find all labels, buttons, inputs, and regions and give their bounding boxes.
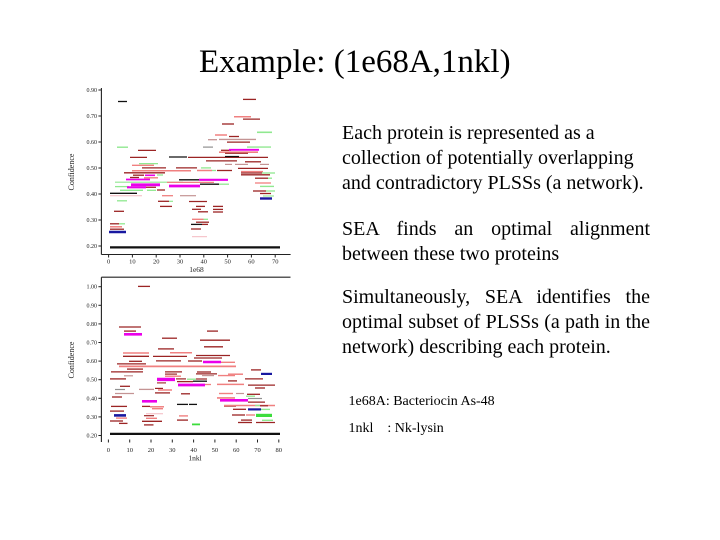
svg-text:0.50: 0.50 — [87, 166, 98, 172]
svg-text:50: 50 — [224, 259, 231, 266]
svg-text:0.30: 0.30 — [87, 218, 98, 224]
svg-text:60: 60 — [233, 447, 240, 454]
svg-text:0.20: 0.20 — [87, 244, 98, 250]
svg-text:40: 40 — [190, 447, 197, 454]
svg-text:20: 20 — [148, 447, 155, 454]
svg-text:10: 10 — [129, 259, 136, 266]
svg-text:0.80: 0.80 — [87, 322, 98, 328]
svg-text:0.70: 0.70 — [87, 114, 98, 120]
svg-text:0.60: 0.60 — [87, 359, 98, 365]
svg-text:10: 10 — [126, 447, 133, 454]
svg-text:0.90: 0.90 — [87, 303, 98, 309]
svg-text:50: 50 — [212, 447, 219, 454]
svg-text:0: 0 — [107, 259, 110, 266]
svg-text:60: 60 — [248, 259, 255, 266]
svg-text:0.70: 0.70 — [87, 341, 98, 347]
svg-text:Confidence: Confidence — [67, 341, 76, 378]
svg-text:0.30: 0.30 — [87, 415, 98, 421]
svg-text:70: 70 — [272, 259, 279, 266]
svg-text:1.00: 1.00 — [87, 285, 98, 291]
svg-text:0.60: 0.60 — [87, 140, 98, 146]
svg-text:0.50: 0.50 — [87, 378, 98, 384]
svg-text:80: 80 — [276, 447, 283, 454]
svg-text:1e68: 1e68 — [189, 265, 204, 274]
svg-text:Confidence: Confidence — [67, 153, 76, 190]
svg-text:0.90: 0.90 — [87, 88, 98, 94]
svg-text:0.20: 0.20 — [87, 434, 98, 440]
svg-text:1nkl: 1nkl — [188, 454, 201, 463]
svg-text:0.40: 0.40 — [87, 396, 98, 402]
svg-text:0.40: 0.40 — [87, 192, 98, 198]
svg-text:40: 40 — [201, 259, 208, 266]
svg-text:70: 70 — [254, 447, 261, 454]
svg-text:30: 30 — [177, 259, 184, 266]
svg-text:30: 30 — [169, 447, 176, 454]
svg-text:20: 20 — [153, 259, 160, 266]
svg-text:0: 0 — [107, 447, 110, 454]
